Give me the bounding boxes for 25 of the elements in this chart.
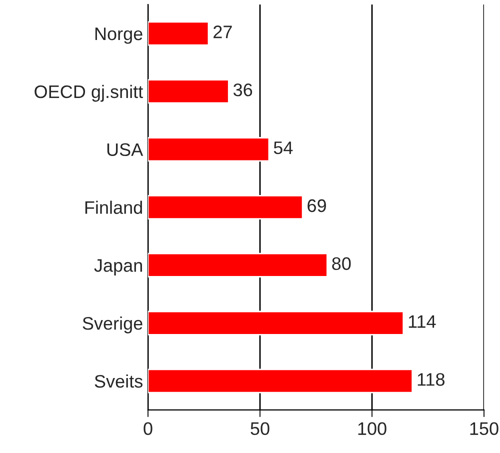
bar [148, 368, 414, 394]
data-label: 118 [418, 373, 444, 386]
bar [148, 21, 210, 46]
data-label: 27 [214, 26, 232, 38]
data-label: 36 [233, 83, 252, 96]
bar [148, 79, 230, 104]
x-tick-label: 150 [470, 422, 498, 436]
x-tick-label: 0 [144, 422, 152, 436]
y-tick-label: Finland [85, 200, 142, 214]
y-tick-label: Sverige [82, 316, 142, 334]
data-label: 80 [332, 257, 351, 270]
bar [148, 194, 304, 220]
y-tick-label: Japan [94, 259, 142, 276]
x-tick-label: 50 [250, 422, 270, 436]
data-label: 69 [308, 199, 326, 212]
bar [148, 252, 328, 278]
bar [148, 137, 270, 162]
y-tick-label: Norge [95, 28, 142, 44]
y-tick-label: USA [107, 143, 144, 156]
x-tick-label: 100 [358, 422, 386, 436]
data-label: 114 [408, 315, 436, 328]
data-label: 54 [274, 142, 293, 154]
bar [148, 310, 404, 336]
y-tick-label: OECD gj.snitt [34, 84, 144, 102]
y-tick-label: Sveits [94, 374, 142, 388]
